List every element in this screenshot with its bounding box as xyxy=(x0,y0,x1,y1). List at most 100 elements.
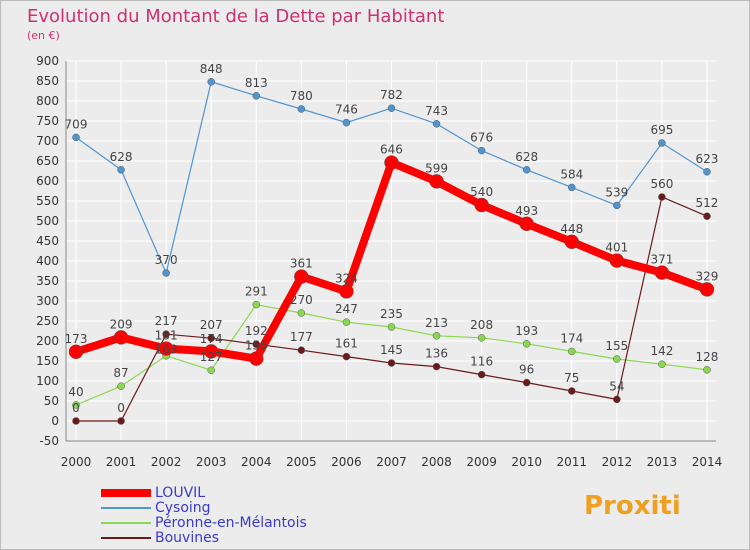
proxiti-logo: Proxiti xyxy=(584,491,681,521)
data-label: 174 xyxy=(200,332,223,346)
y-tick-label: 500 xyxy=(36,214,59,228)
data-point xyxy=(658,139,666,147)
data-point xyxy=(568,183,576,192)
data-point xyxy=(162,330,170,338)
data-label: 136 xyxy=(425,347,448,361)
data-point xyxy=(568,347,576,356)
data-point xyxy=(474,197,489,213)
data-label: 181 xyxy=(155,329,178,343)
data-label: 40 xyxy=(68,385,83,399)
data-label: 174 xyxy=(560,331,583,345)
legend-label: Cysoing xyxy=(155,499,211,516)
y-tick-label: 400 xyxy=(36,254,59,268)
data-point xyxy=(207,366,215,374)
legend-swatch xyxy=(101,488,151,497)
data-point xyxy=(522,166,531,174)
data-label: 848 xyxy=(200,62,223,76)
data-point xyxy=(432,362,441,371)
legend-item: Péronne-en-Mélantois xyxy=(101,515,307,531)
y-tick-label: 50 xyxy=(44,394,59,408)
x-tick-label: 2005 xyxy=(286,455,317,469)
y-tick-label: 750 xyxy=(36,114,59,128)
chart-title: Evolution du Montant de la Dette par Hab… xyxy=(27,6,445,27)
data-point xyxy=(252,92,261,100)
data-label: 0 xyxy=(117,401,125,415)
data-label: 127 xyxy=(200,350,223,364)
data-point xyxy=(564,234,580,250)
data-label: 782 xyxy=(380,88,403,102)
data-label: 623 xyxy=(696,152,719,166)
x-tick-label: 2001 xyxy=(106,455,137,469)
data-point xyxy=(613,201,621,210)
data-label: 54 xyxy=(609,379,624,393)
data-point xyxy=(252,300,261,309)
y-tick-label: 100 xyxy=(36,374,59,388)
data-point xyxy=(68,344,84,360)
data-label: 163 xyxy=(155,343,178,357)
data-label: 324 xyxy=(335,271,358,285)
data-label: 247 xyxy=(335,302,358,316)
x-tick-label: 2000 xyxy=(61,455,92,469)
data-point xyxy=(342,318,351,326)
data-point xyxy=(203,344,219,359)
x-tick-label: 2006 xyxy=(331,455,362,469)
x-tick-label: 2009 xyxy=(466,455,497,469)
data-point xyxy=(568,387,576,395)
y-tick-label: 600 xyxy=(36,174,59,188)
data-label: 743 xyxy=(425,104,448,118)
data-label: 96 xyxy=(519,363,534,377)
legend-item: LOUVIL xyxy=(101,484,307,501)
data-point xyxy=(522,340,531,348)
legend-item: Cysoing xyxy=(101,499,307,516)
data-label: 87 xyxy=(113,366,128,380)
data-point xyxy=(387,359,396,367)
data-point xyxy=(297,346,306,354)
data-point xyxy=(613,395,621,404)
data-label: 370 xyxy=(155,253,178,267)
legend-swatch xyxy=(101,536,151,539)
y-tick-label: 650 xyxy=(36,154,59,168)
data-label: 695 xyxy=(650,123,673,137)
data-label: 173 xyxy=(65,332,88,346)
y-tick-label: -50 xyxy=(39,434,59,448)
legend-swatch xyxy=(101,506,151,509)
data-label: 540 xyxy=(470,185,493,199)
data-label: 628 xyxy=(110,150,133,164)
data-point xyxy=(703,366,711,374)
data-label: 209 xyxy=(110,317,133,331)
data-point xyxy=(477,370,486,379)
x-tick-label: 2002 xyxy=(151,455,182,469)
data-point xyxy=(519,216,534,232)
legend-item: Bouvines xyxy=(101,530,307,546)
data-point xyxy=(72,401,80,409)
data-label: 584 xyxy=(560,167,583,181)
data-label: 361 xyxy=(290,257,313,271)
data-label: 145 xyxy=(380,343,403,357)
x-tick-label: 2008 xyxy=(421,455,452,469)
data-point xyxy=(72,133,80,142)
legend-label: LOUVIL xyxy=(155,484,206,501)
data-point xyxy=(207,334,215,342)
data-label: 213 xyxy=(425,316,448,330)
data-label: 813 xyxy=(245,76,268,90)
legend: LOUVIL Cysoing Péronne-en-Mélantois Bouvine… xyxy=(101,484,307,546)
data-point xyxy=(297,309,306,317)
x-tick-label: 2007 xyxy=(376,455,407,469)
data-point xyxy=(342,352,351,361)
data-label: 270 xyxy=(290,293,313,307)
data-point xyxy=(162,269,170,277)
data-label: 512 xyxy=(696,196,719,210)
data-point xyxy=(432,332,441,340)
data-label: 560 xyxy=(650,177,673,191)
y-tick-label: 300 xyxy=(36,294,59,308)
x-tick-label: 2004 xyxy=(241,455,272,469)
x-tick-label: 2013 xyxy=(647,455,678,469)
data-label: 448 xyxy=(560,222,583,236)
data-point xyxy=(297,105,306,113)
y-tick-label: 150 xyxy=(36,354,59,368)
legend-swatch xyxy=(101,521,151,524)
data-point xyxy=(522,378,531,387)
y-tick-label: 850 xyxy=(36,74,59,88)
data-label: 192 xyxy=(245,324,268,338)
data-label: 207 xyxy=(200,318,223,332)
